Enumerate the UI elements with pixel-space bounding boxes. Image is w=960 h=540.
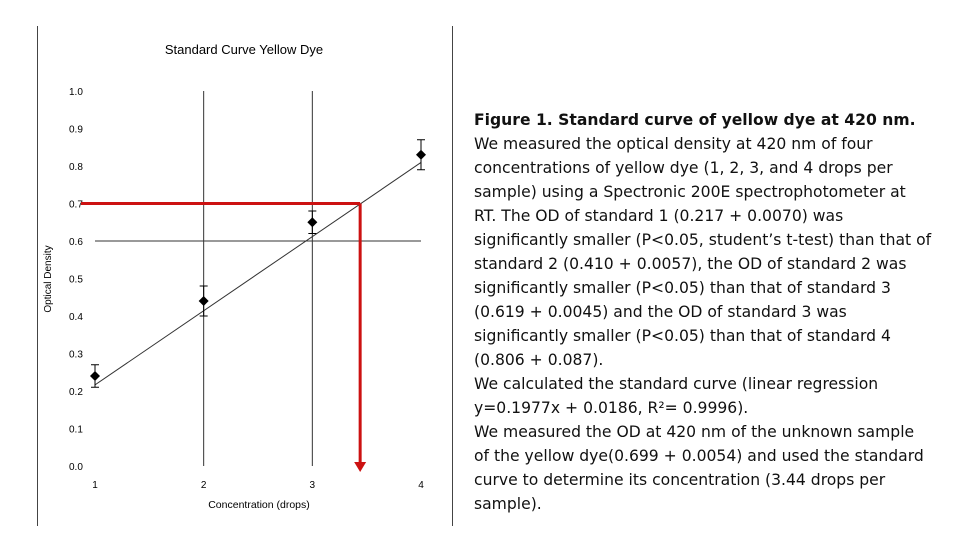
chart-title: Standard Curve Yellow Dye	[165, 42, 323, 57]
caption-body-1: We measured the optical density at 420 n…	[474, 135, 932, 369]
data-point-marker	[416, 149, 426, 160]
x-tick-label: 2	[201, 480, 207, 491]
right-divider-line	[452, 26, 453, 526]
data-point-marker	[90, 371, 100, 381]
chart-svg: Standard Curve Yellow Dye Optical Densit…	[43, 42, 426, 511]
y-tick-label: 0.9	[69, 125, 83, 136]
data-point-marker	[198, 296, 209, 306]
y-tick-label: 0.5	[69, 275, 83, 286]
annotation-arrow-layer	[81, 202, 367, 472]
x-tick-label: 4	[418, 480, 424, 491]
caption-paragraph-1: Figure 1. Standard curve of yellow dye a…	[474, 108, 932, 372]
trendline-layer	[94, 162, 422, 386]
caption-paragraph-2: We calculated the standard curve (linear…	[474, 375, 879, 417]
data-point-marker	[307, 217, 318, 228]
caption-paragraph-3: We measured the OD at 420 nm of the unkn…	[474, 423, 924, 513]
y-tick-label: 0.4	[69, 312, 83, 323]
x-axis-label: Concentration (drops)	[208, 499, 310, 511]
x-tick-label: 3	[310, 480, 316, 491]
data-point-layer	[90, 139, 426, 388]
y-tick-label: 0.6	[69, 237, 83, 248]
figure-caption: Figure 1. Standard curve of yellow dye a…	[474, 108, 932, 516]
standard-curve-chart: Standard Curve Yellow Dye Optical Densit…	[0, 0, 460, 540]
y-tick-label: 0.2	[69, 387, 83, 398]
y-tick-label: 1.0	[69, 87, 83, 98]
y-axis-label: Optical Density	[43, 245, 54, 312]
left-divider-line	[37, 26, 38, 526]
caption-bold-lead: Figure 1. Standard curve of yellow dye a…	[474, 111, 916, 129]
y-tick-label: 0.1	[69, 425, 83, 436]
y-tick-label: 0.3	[69, 350, 83, 361]
x-tick-label: 1	[92, 480, 98, 491]
trendline	[94, 162, 422, 386]
grid-layer	[95, 91, 421, 466]
tick-label-layer: 0.0 0.1 0.2 0.3 0.4 0.5 0.6 0.7 0.8 0.9 1.0 1 2 3 4	[69, 87, 424, 491]
arrow-head	[354, 462, 367, 472]
y-tick-label: 0.8	[69, 162, 83, 173]
y-tick-label: 0.7	[69, 200, 83, 211]
y-tick-label: 0.0	[69, 462, 83, 473]
